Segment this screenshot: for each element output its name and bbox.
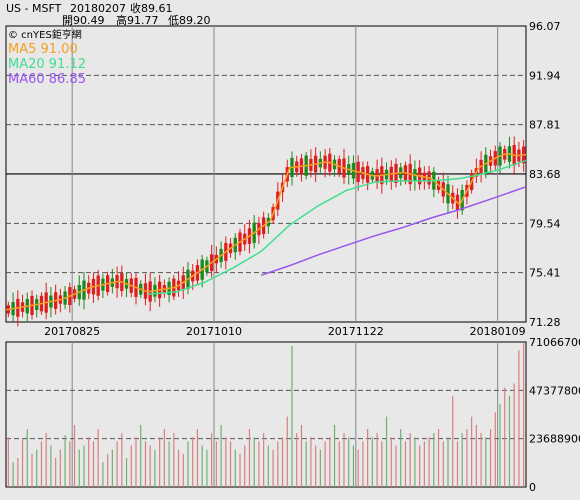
price-axis-tick: 71.28: [529, 316, 561, 329]
legend-ma5: MA5 91.00: [8, 42, 78, 57]
volume-axis-tick: 71066700: [529, 336, 580, 349]
header-date: 20180207: [70, 2, 126, 15]
ma-line-ma20: [147, 159, 527, 296]
x-axis-tick: 20171122: [328, 325, 384, 338]
header-symbol: US - MSFT: [6, 2, 62, 15]
legend-ma20: MA20 91.12: [8, 57, 86, 72]
price-axis-tick: 96.07: [529, 20, 561, 33]
volume-axis-tick: 47377800: [529, 384, 580, 397]
volume-panel-frame: [5, 341, 527, 488]
x-axis-tick: 20170825: [44, 325, 100, 338]
header-low: 低89.20: [168, 14, 211, 27]
header-close: 收89.61: [130, 2, 173, 15]
brand-watermark: © cnYES鉅亨網: [8, 30, 82, 41]
x-axis-tick: 20171010: [186, 325, 242, 338]
chart-legend: © cnYES鉅亨網 MA5 91.00 MA20 91.12 MA60 86.…: [8, 29, 86, 87]
price-axis-tick: 79.54: [529, 217, 561, 230]
legend-ma60: MA60 86.85: [8, 72, 86, 87]
ma-line-ma60: [261, 186, 527, 276]
price-axis-tick: 75.41: [529, 267, 561, 280]
volume-axis-tick: 0: [529, 481, 536, 494]
price-axis-tick: 91.94: [529, 69, 561, 82]
price-axis-tick: 83.68: [529, 168, 561, 181]
ma-line-ma5: [5, 152, 527, 311]
header-high: 高91.77: [116, 14, 159, 27]
volume-axis-tick: 23688900: [529, 433, 580, 446]
price-axis-tick: 87.81: [529, 119, 561, 132]
x-axis-tick: 20180109: [470, 325, 526, 338]
header-open: 開90.49: [62, 14, 105, 27]
